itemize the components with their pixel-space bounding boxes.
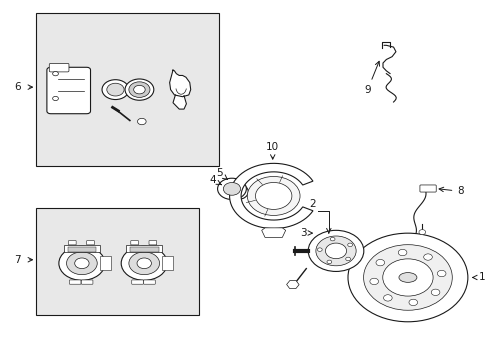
Circle shape <box>102 80 129 100</box>
Circle shape <box>137 258 151 269</box>
Circle shape <box>430 289 439 296</box>
Circle shape <box>217 178 246 199</box>
Polygon shape <box>229 163 312 229</box>
Circle shape <box>53 96 58 100</box>
Circle shape <box>325 243 346 259</box>
Circle shape <box>347 243 352 247</box>
Circle shape <box>408 299 417 306</box>
FancyBboxPatch shape <box>86 240 94 245</box>
Circle shape <box>66 252 97 275</box>
Ellipse shape <box>398 273 416 282</box>
Text: 3: 3 <box>299 228 312 238</box>
Text: 4: 4 <box>209 175 221 185</box>
Text: 2: 2 <box>308 199 315 209</box>
Polygon shape <box>173 95 186 109</box>
FancyBboxPatch shape <box>68 240 76 245</box>
Text: 10: 10 <box>265 141 279 159</box>
FancyBboxPatch shape <box>131 280 143 284</box>
Bar <box>100 256 110 270</box>
Circle shape <box>436 270 445 277</box>
Circle shape <box>345 257 350 261</box>
Circle shape <box>375 260 384 266</box>
Circle shape <box>347 233 467 322</box>
Circle shape <box>382 259 432 296</box>
Circle shape <box>255 183 291 210</box>
Text: 6: 6 <box>14 82 21 92</box>
Text: 7: 7 <box>14 255 21 265</box>
FancyBboxPatch shape <box>143 280 155 284</box>
Bar <box>36 13 218 166</box>
FancyBboxPatch shape <box>49 63 69 72</box>
Circle shape <box>326 260 331 264</box>
FancyBboxPatch shape <box>419 185 435 192</box>
Text: 8: 8 <box>438 186 463 196</box>
Circle shape <box>106 83 124 96</box>
Circle shape <box>418 230 425 235</box>
Circle shape <box>75 258 89 269</box>
Circle shape <box>133 85 145 94</box>
Circle shape <box>317 248 322 251</box>
Bar <box>67 247 96 252</box>
Circle shape <box>227 184 248 199</box>
Circle shape <box>129 82 150 98</box>
Bar <box>36 208 199 315</box>
Polygon shape <box>261 228 285 238</box>
Circle shape <box>329 237 334 241</box>
Circle shape <box>59 246 105 280</box>
Text: 1: 1 <box>472 273 485 283</box>
Circle shape <box>223 183 240 195</box>
FancyBboxPatch shape <box>69 280 81 284</box>
Circle shape <box>307 230 363 271</box>
Circle shape <box>53 72 58 76</box>
Bar <box>126 244 162 252</box>
Circle shape <box>315 236 355 266</box>
FancyBboxPatch shape <box>47 67 90 114</box>
Circle shape <box>121 246 167 280</box>
Text: 9: 9 <box>364 61 379 95</box>
Circle shape <box>247 176 300 215</box>
FancyBboxPatch shape <box>149 240 156 245</box>
Bar <box>130 247 158 252</box>
Bar <box>162 256 173 270</box>
Circle shape <box>129 252 159 275</box>
Circle shape <box>369 278 378 285</box>
Circle shape <box>423 254 431 260</box>
Circle shape <box>397 249 406 256</box>
FancyBboxPatch shape <box>130 240 138 245</box>
FancyBboxPatch shape <box>81 280 93 284</box>
Circle shape <box>137 118 146 125</box>
Text: 5: 5 <box>215 168 227 180</box>
Bar <box>63 244 100 252</box>
Circle shape <box>383 295 391 301</box>
Circle shape <box>363 245 451 310</box>
Polygon shape <box>169 70 190 97</box>
Circle shape <box>125 79 154 100</box>
